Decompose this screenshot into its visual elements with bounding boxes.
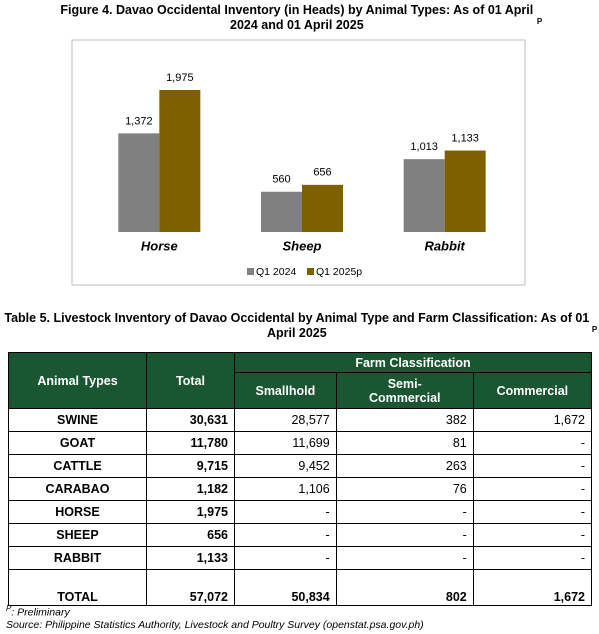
- table-row: GOAT 11,780 11,699 81-: [8, 431, 593, 455]
- chart-title: Figure 4. Davao Occidental Inventory (in…: [60, 3, 543, 32]
- header-cell: Farm Classification: [234, 352, 592, 373]
- table-row: SHEEP 656- - -: [8, 523, 593, 547]
- header-cell: Commercial: [472, 372, 593, 409]
- table-title: Table 5. Livestock Inventory of Davao Oc…: [4, 311, 598, 340]
- legend-swatch: [307, 268, 314, 275]
- data-label: 1,133: [451, 132, 479, 144]
- table-cell: -: [335, 523, 474, 547]
- bar: [261, 191, 302, 232]
- title-superscript: P: [536, 16, 543, 26]
- footnote: P: Preliminary: [6, 604, 70, 619]
- bar: [302, 184, 343, 232]
- table-cell: 382: [335, 408, 474, 432]
- table-row: RABBIT 1,133- - -: [8, 546, 593, 570]
- table-cell: CARABAO: [8, 477, 147, 501]
- table: Animal Types Total Farm Classification S…: [8, 352, 593, 606]
- table-row: HORSE 1,975- - -: [8, 500, 593, 524]
- table-cell: -: [335, 546, 474, 570]
- table-cell: HORSE: [8, 500, 147, 524]
- table-cell: -: [335, 500, 474, 524]
- bar: [444, 150, 486, 232]
- table-cell: 1,975: [146, 500, 235, 524]
- table-cell: 1,672: [472, 569, 593, 606]
- table-cell: GOAT: [8, 431, 147, 455]
- bar: [403, 159, 445, 232]
- legend-swatch: [247, 268, 254, 275]
- table-cell: CATTLE: [8, 454, 147, 478]
- chart-frame: [71, 39, 526, 286]
- header-text: Commercial: [496, 383, 569, 398]
- table-cell: -: [472, 431, 593, 455]
- table-cell: 802: [335, 569, 474, 606]
- header-cell: Semi-Commercial: [335, 372, 474, 409]
- chart: Horse 1,372 1,975 Sheep 560 656 Rabbit 1,013 1,1…: [71, 39, 526, 286]
- table-cell: 1,672: [472, 408, 593, 432]
- table-cell: -: [234, 500, 337, 524]
- table-cell: -: [472, 500, 593, 524]
- x-tick-label: Horse: [141, 238, 178, 253]
- table-cell: 30,631: [146, 408, 235, 432]
- table-cell: SHEEP: [8, 523, 147, 547]
- table-row: SWINE 30,631 28,577 382 1,672: [8, 408, 593, 432]
- table-cell: 9,715: [146, 454, 235, 478]
- table-cell: 81: [335, 431, 474, 455]
- table-cell: 1,133: [146, 546, 235, 570]
- title-superscript: P: [591, 324, 598, 334]
- header-cell: Animal Types: [8, 352, 147, 409]
- table-cell: 28,577: [234, 408, 337, 432]
- data-label: 1,975: [166, 72, 194, 84]
- data-label: 560: [272, 174, 290, 186]
- table-cell: 11,780: [146, 431, 235, 455]
- table-cell: -: [472, 523, 593, 547]
- legend-label: Q1 2024: [256, 266, 296, 278]
- table-cell: RABBIT: [8, 546, 147, 570]
- table-cell: 11,699: [234, 431, 337, 455]
- source: Source: Philippine Statistics Authority,…: [6, 619, 424, 631]
- table-cell: -: [234, 546, 337, 570]
- table-cell: -: [472, 546, 593, 570]
- table-cell: -: [472, 477, 593, 501]
- table-row: CARABAO 1,182 1,106 76-: [8, 477, 593, 501]
- table-cell: -: [472, 454, 593, 478]
- table-row: TOTAL 57,072 50,834 802 1,672: [8, 569, 593, 606]
- x-tick-label: Sheep: [282, 238, 321, 253]
- header-cell: Total: [146, 352, 235, 409]
- data-label: 656: [313, 167, 331, 179]
- table-cell: 263: [335, 454, 474, 478]
- header-text: Smallhold: [255, 383, 316, 398]
- legend-label: Q1 2025p: [316, 266, 362, 278]
- table-cell: 656: [146, 523, 235, 547]
- x-tick-label: Rabbit: [424, 238, 465, 253]
- table-cell: 1,182: [146, 477, 235, 501]
- table-cell: 76: [335, 477, 474, 501]
- table-cell: 1,106: [234, 477, 337, 501]
- note-mark: P: [6, 604, 12, 613]
- table-cell: 57,072: [146, 569, 235, 606]
- note-text: : Preliminary: [11, 606, 70, 619]
- bar: [118, 133, 160, 232]
- bar: [159, 90, 201, 232]
- header-cell: Smallhold: [234, 372, 337, 409]
- table-cell: -: [234, 523, 337, 547]
- data-label: 1,013: [410, 141, 438, 153]
- table-cell: 9,452: [234, 454, 337, 478]
- table-cell: SWINE: [8, 408, 147, 432]
- table-row: CATTLE 9,715 9,452 263-: [8, 454, 593, 478]
- data-label: 1,372: [125, 115, 153, 127]
- table-cell: 50,834: [234, 569, 337, 606]
- header-text: Semi-Commercial: [368, 376, 441, 405]
- table-cell: TOTAL: [8, 569, 147, 606]
